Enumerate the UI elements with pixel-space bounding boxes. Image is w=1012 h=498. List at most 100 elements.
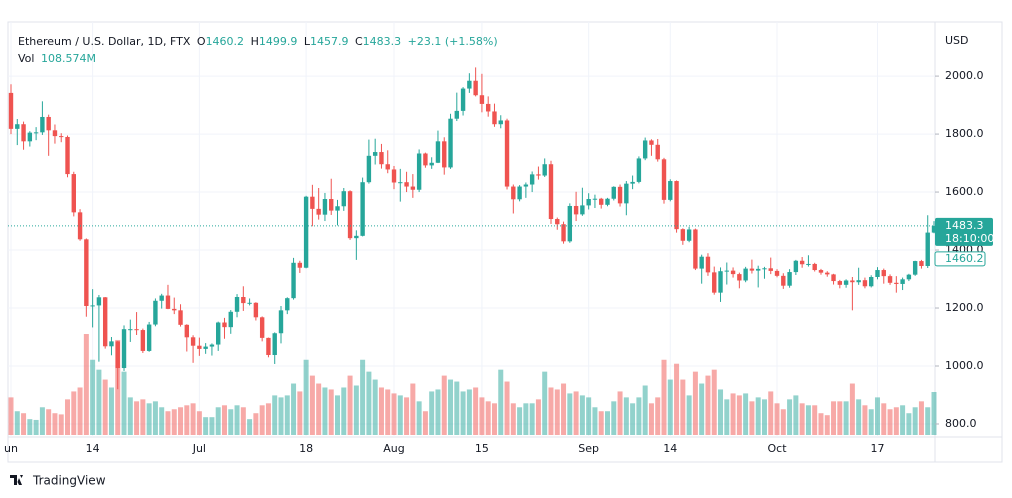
c-label: C (355, 35, 363, 48)
candle-body (391, 169, 397, 183)
candle-body (398, 182, 403, 184)
candle-body (712, 272, 717, 293)
candle-body (253, 302, 259, 318)
volume-bar (504, 381, 510, 435)
volume-bar (39, 407, 45, 435)
candle-body (680, 229, 686, 241)
volume-bar (542, 371, 548, 435)
candle-body (900, 279, 905, 284)
volume-bar (341, 387, 347, 435)
volume-bar (372, 379, 378, 435)
candle-body (341, 191, 346, 207)
volume-bar (856, 399, 862, 435)
countdown: 18:10:00 (945, 232, 994, 245)
candle-body (404, 182, 409, 187)
volume-bar (259, 405, 265, 435)
volume-bar (353, 385, 359, 435)
volume-bar (71, 391, 77, 435)
volume-bar (849, 383, 855, 435)
candle-body (599, 198, 604, 205)
volume-bar (441, 375, 447, 435)
volume-bar (636, 397, 642, 435)
candle-body (931, 225, 937, 233)
volume-bar (152, 401, 158, 435)
volume-bar (240, 407, 246, 435)
candle-body (768, 268, 773, 271)
candle-body (366, 155, 372, 183)
candle-body (485, 103, 491, 112)
candle-body (102, 297, 108, 347)
o-value: 1460.2 (206, 35, 245, 48)
candle-body (146, 324, 152, 351)
volume-bar (90, 359, 96, 435)
candle-body (52, 130, 58, 137)
volume-bar (655, 397, 661, 435)
volume-bar (309, 375, 315, 435)
legend: Ethereum / U.S. Dollar, 1D, FTX O1460.2 … (18, 35, 498, 65)
volume-bar (648, 403, 654, 435)
candle-body (655, 144, 660, 160)
candle-body (90, 305, 95, 307)
volume-bar (736, 395, 742, 435)
candle-body (705, 256, 711, 273)
volume-bar (8, 397, 14, 435)
volume-bar (203, 417, 209, 435)
volume-bar (567, 393, 573, 435)
volume-bar (667, 379, 673, 435)
volume-bar (83, 334, 89, 435)
volume-bar (96, 369, 102, 435)
candle-body (96, 297, 102, 306)
candle-body (272, 333, 277, 355)
candle-body (479, 95, 485, 104)
volume-bar (611, 401, 617, 435)
candle-body (46, 116, 51, 131)
candle-body (498, 120, 503, 125)
volume-row: Vol 108.574M (18, 52, 96, 65)
h-value: 1499.9 (259, 35, 298, 48)
candle-body (159, 295, 164, 301)
y-tick-label: 1200.0 (945, 301, 984, 314)
candle-body (379, 152, 384, 165)
candle-body (555, 219, 560, 225)
volume-bar (247, 419, 253, 435)
h-label: H (251, 35, 259, 48)
volume-bar (448, 379, 454, 435)
volume-bar (159, 407, 165, 435)
candle-body (360, 182, 365, 236)
volume-bar (630, 403, 636, 435)
candle-body (548, 164, 554, 220)
candle-body (59, 136, 64, 138)
volume-bar (491, 403, 497, 435)
volume-bar (749, 401, 755, 435)
candle-body (259, 317, 265, 338)
volume-bar (190, 403, 196, 435)
candle-body (15, 124, 20, 129)
volume-bar (366, 371, 372, 435)
candle-body (297, 262, 303, 268)
candle-body (605, 198, 610, 205)
labels: 800.01000.01200.01400.01600.01800.02000.… (4, 69, 994, 455)
volume-bar (347, 375, 353, 435)
volume-bar (77, 387, 83, 435)
candle-body (529, 174, 535, 185)
candle-body (134, 329, 139, 331)
volume-bar (178, 407, 184, 435)
volume-bar (705, 375, 711, 435)
volume-bar (837, 401, 843, 435)
candle-body (699, 256, 704, 269)
candle-body (737, 274, 742, 281)
candle-body (649, 140, 654, 145)
candle-body (266, 337, 271, 355)
candle-body (887, 276, 893, 283)
volume-bar (454, 381, 460, 435)
volume-bar (297, 391, 303, 435)
volume-bar (755, 397, 761, 435)
volume-bar (410, 383, 416, 435)
l-label: L (304, 35, 311, 48)
candle-body (881, 270, 886, 277)
candle-body (793, 260, 799, 273)
volume-bar (385, 389, 391, 435)
volume-bar (517, 407, 523, 435)
volume-bar (422, 411, 428, 435)
volume-bar (931, 392, 937, 435)
